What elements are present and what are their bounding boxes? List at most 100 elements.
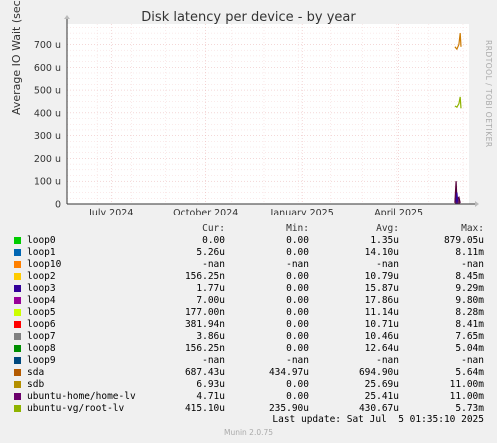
munin-version: Munin 2.0.75: [223, 428, 274, 437]
legend-series-name: ubuntu-vg/root-lv: [27, 403, 125, 414]
legend-swatch: [14, 357, 21, 364]
legend-max-value: 5.64m: [455, 367, 484, 378]
legend-avg-value: 14.10u: [364, 247, 399, 258]
last-update: Last update: Sat Jul 5 01:35:10 2025: [272, 414, 484, 425]
legend-series-name: sda: [27, 367, 45, 378]
legend-avg-value: 1.35u: [370, 235, 399, 246]
legend-row: ubuntu-home/home-lv 4.71u 0.00 25.41u 11.00m: [0, 391, 497, 403]
axes: [64, 15, 479, 207]
legend-series-name: loop10: [27, 259, 62, 270]
legend-series-name: loop4: [27, 295, 56, 306]
legend-series-name: loop7: [27, 331, 56, 342]
legend-row: loop8 156.25n 0.00 12.64u 5.04m: [0, 343, 497, 355]
legend-swatch: [14, 405, 21, 412]
legend-avg-value: 17.86u: [364, 295, 399, 306]
legend-cur-value: -nan: [202, 355, 225, 366]
legend-min-value: -nan: [286, 355, 309, 366]
chart-title: Disk latency per device - by year: [141, 10, 356, 25]
legend-cur-value: 4.71u: [196, 391, 225, 402]
legend-swatch: [14, 309, 21, 316]
x-tick-label: April 2025: [374, 208, 423, 215]
legend-min-value: 0.00: [286, 283, 309, 294]
legend-min-value: 0.00: [286, 391, 309, 402]
x-tick-label: July 2024: [88, 208, 133, 215]
legend-avg-value: 11.14u: [364, 307, 399, 318]
legend-row: loop2 156.25n 0.00 10.79u 8.45m: [0, 271, 497, 283]
legend-avg-value: 25.41u: [364, 391, 399, 402]
legend-swatch: [14, 237, 21, 244]
legend-swatch: [14, 369, 21, 376]
legend-min-value: 434.97u: [268, 367, 309, 378]
legend-max-value: 8.45m: [455, 271, 484, 282]
legend-series-name: loop1: [27, 247, 56, 258]
legend-max-value: 9.29m: [455, 283, 484, 294]
legend-cur-value: 1.77u: [196, 283, 225, 294]
legend-cur-value: 6.93u: [196, 379, 225, 390]
legend-header-cur: Cur:: [202, 223, 225, 234]
legend-swatch: [14, 249, 21, 256]
legend-max-value: -nan: [461, 259, 484, 270]
legend-cur-value: -nan: [202, 259, 225, 270]
y-tick-label: 200 u: [34, 154, 61, 165]
legend-row: sdb 6.93u 0.00 25.69u 11.00m: [0, 379, 497, 391]
legend-avg-value: 15.87u: [364, 283, 399, 294]
y-axis-arrow: [64, 15, 70, 19]
legend-row: loop9 -nan -nan -nan -nan: [0, 355, 497, 367]
y-tick-labels: 0 100 u 200 u 300 u 400 u 500 u 600 u 700 u: [34, 40, 61, 210]
x-tick-label: January 2025: [270, 208, 334, 215]
series-layer: [454, 33, 462, 204]
legend-series-name: loop8: [27, 343, 56, 354]
legend-max-value: 9.80m: [455, 295, 484, 306]
legend-max-value: -nan: [461, 355, 484, 366]
legend-max-value: 8.41m: [455, 319, 484, 330]
y-tick-label: 700 u: [34, 40, 61, 51]
legend-avg-value: 10.79u: [364, 271, 399, 282]
legend-min-value: 0.00: [286, 235, 309, 246]
legend-series-name: loop9: [27, 355, 56, 366]
legend-max-value: 8.28m: [455, 307, 484, 318]
legend-max-value: 5.04m: [455, 343, 484, 354]
legend-row: ubuntu-vg/root-lv 415.10u 235.90u 430.67u 5.…: [0, 403, 497, 415]
legend-min-value: 235.90u: [268, 403, 309, 414]
y-tick-label: 300 u: [34, 131, 61, 142]
legend-row: loop6 381.94n 0.00 10.71u 8.41m: [0, 319, 497, 331]
legend-cur-value: 687.43u: [184, 367, 225, 378]
legend-min-value: 0.00: [286, 247, 309, 258]
legend-row: sda 687.43u 434.97u 694.90u 5.64m: [0, 367, 497, 379]
series-line-sda: [454, 33, 462, 51]
legend-swatch: [14, 321, 21, 328]
x-axis-arrow: [475, 201, 479, 207]
legend-cur-value: 0.00: [202, 235, 225, 246]
legend-series-name: loop0: [27, 235, 56, 246]
legend-max-value: 11.00m: [449, 379, 484, 390]
legend-min-value: 0.00: [286, 379, 309, 390]
legend-row: loop7 3.86u 0.00 10.46u 7.65m: [0, 331, 497, 343]
legend-header-avg: Avg:: [376, 223, 399, 234]
legend-swatch: [14, 297, 21, 304]
legend-swatch: [14, 285, 21, 292]
legend-max-value: 5.73m: [455, 403, 484, 414]
legend-cur-value: 415.10u: [184, 403, 225, 414]
legend-max-value: 879.05u: [443, 235, 484, 246]
legend-min-value: 0.00: [286, 295, 309, 306]
legend-max-value: 8.11m: [455, 247, 484, 258]
rrdtool-credit: RRDTOOL / TOBI OETIKER: [484, 40, 493, 148]
plot-area: 0 100 u 200 u 300 u 400 u 500 u 600 u 700 u Jul…: [34, 15, 479, 215]
legend-cur-value: 5.26u: [196, 247, 225, 258]
legend-min-value: 0.00: [286, 307, 309, 318]
y-tick-label: 100 u: [34, 177, 61, 188]
legend-min-value: 0.00: [286, 271, 309, 282]
legend-min-value: 0.00: [286, 343, 309, 354]
y-tick-label: 400 u: [34, 108, 61, 119]
legend-min-value: 0.00: [286, 319, 309, 330]
x-tick-label: October 2024: [173, 208, 238, 215]
legend-avg-value: -nan: [376, 259, 399, 270]
y-tick-label: 600 u: [34, 63, 61, 74]
y-tick-label: 0: [55, 200, 61, 211]
legend-avg-value: 430.67u: [358, 403, 399, 414]
legend-series-name: loop3: [27, 283, 56, 294]
legend-swatch: [14, 273, 21, 280]
legend-cur-value: 156.25n: [184, 343, 225, 354]
legend-series-name: ubuntu-home/home-lv: [27, 391, 136, 402]
legend-avg-value: 10.71u: [364, 319, 399, 330]
